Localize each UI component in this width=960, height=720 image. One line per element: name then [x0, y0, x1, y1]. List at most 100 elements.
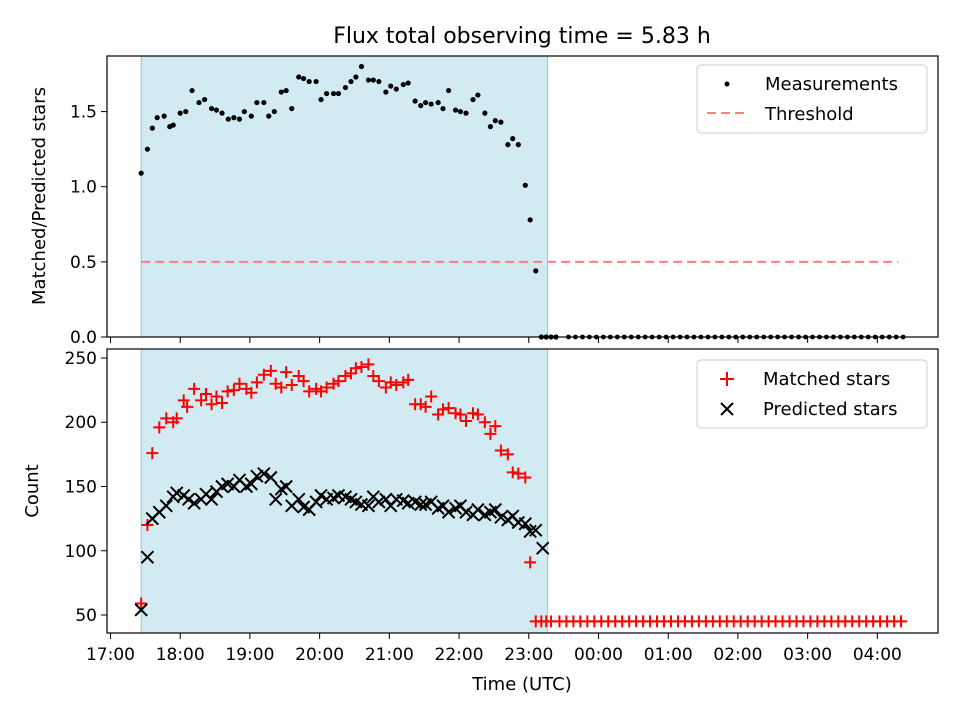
- bottom-y-tick-label: 200: [65, 413, 97, 433]
- predicted-star-point: [529, 523, 543, 537]
- matched-star-point: [297, 375, 310, 388]
- matched-star-point: [419, 400, 432, 413]
- measurement-point: [422, 99, 429, 106]
- measurement-point: [463, 110, 469, 116]
- legend-matched-label: Matched stars: [763, 369, 890, 390]
- chart-title: Flux total observing time = 5.83 h: [333, 24, 711, 49]
- matched-star-point: [205, 398, 218, 411]
- predicted-star-point: [361, 499, 376, 513]
- predicted-star-point: [292, 492, 306, 507]
- measurement-point: [289, 105, 295, 112]
- measurement-point: [241, 108, 247, 115]
- measurement-point: [266, 113, 272, 119]
- measurement-point: [278, 89, 284, 95]
- x-tick-label: 01:00: [644, 645, 693, 665]
- x-tick-label: 20:00: [295, 645, 344, 665]
- predicted-star-point: [494, 510, 508, 525]
- measurement-point: [435, 99, 441, 106]
- x-tick-label: 04:00: [853, 645, 902, 665]
- measurement-point: [219, 110, 225, 116]
- matched-star-point: [199, 387, 212, 400]
- predicted-star-point: [471, 502, 485, 517]
- matched-star-point: [367, 369, 380, 382]
- x-tick-label: 03:00: [783, 645, 832, 665]
- bottom-y-axis-label: Count: [22, 464, 43, 517]
- measurement-point: [370, 77, 376, 83]
- matched-star-point: [285, 378, 298, 391]
- matched-star-point: [275, 381, 288, 394]
- predicted-star-point: [518, 517, 532, 531]
- bottom-panel: 50 100 150 200 250 17:00 18:00 19:00 20:00 21:00…: [22, 348, 939, 695]
- predicted-star-point: [244, 477, 259, 491]
- matched-star-point: [339, 369, 352, 382]
- measurement-point: [248, 113, 254, 119]
- matched-star-point: [484, 427, 497, 440]
- bottom-plot-area: [134, 348, 908, 634]
- measurement-point: [335, 90, 342, 97]
- legend-matched-marker: [720, 372, 734, 386]
- matched-star-point: [303, 385, 316, 398]
- measurement-point: [231, 115, 237, 121]
- predicted-star-point: [269, 492, 283, 507]
- matched-star-point: [195, 394, 208, 407]
- predicted-star-point: [279, 479, 293, 494]
- matched-star-point: [524, 556, 537, 569]
- measurement-point: [452, 107, 459, 113]
- matched-star-point: [362, 358, 375, 371]
- predicted-star-point: [372, 495, 386, 509]
- measurement-point: [400, 81, 406, 88]
- measurement-point: [202, 96, 208, 103]
- top-y-ticks: 0.0 0.5 1.0 1.5: [70, 103, 107, 348]
- predicted-star-point: [459, 505, 473, 519]
- top-plot-area: [138, 55, 906, 340]
- measurement-point: [393, 86, 399, 92]
- measurement-point: [170, 122, 176, 128]
- legend-predicted-label: Predicted stars: [763, 399, 897, 420]
- measurement-point: [418, 102, 424, 109]
- measurement-point: [177, 110, 183, 116]
- predicted-star-point: [441, 505, 456, 519]
- matched-star-point: [349, 362, 362, 375]
- measurement-point: [405, 80, 411, 86]
- x-axis-label: Time (UTC): [471, 674, 572, 695]
- matched-star-point: [320, 381, 333, 394]
- matched-star-point: [221, 385, 234, 398]
- top-y-tick-label: 0.5: [70, 253, 97, 273]
- matched-star-point: [384, 376, 397, 389]
- measurement-point: [154, 115, 160, 121]
- predicted-star-point: [187, 496, 201, 510]
- predicted-star-point: [264, 470, 278, 485]
- predicted-star-point: [170, 486, 184, 500]
- matched-star-point: [146, 447, 159, 460]
- matched-star-point: [250, 376, 263, 389]
- matched-star-point: [153, 421, 166, 434]
- measurement-point: [482, 110, 488, 116]
- measurement-point: [225, 116, 231, 122]
- measurement-point: [358, 63, 365, 70]
- legend-threshold-label: Threshold: [764, 104, 854, 125]
- matched-star-point: [177, 394, 190, 407]
- x-tick-label: 21:00: [365, 645, 414, 665]
- matched-star-point: [170, 412, 183, 425]
- x-tick-label: 19:00: [225, 645, 274, 665]
- measurement-point: [330, 90, 337, 97]
- matched-star-point: [454, 408, 467, 421]
- predicted-star-point: [159, 499, 173, 513]
- matched-star-point: [506, 466, 519, 479]
- top-observing-window: [140, 55, 549, 338]
- measurement-point: [144, 146, 151, 152]
- measurement-point: [376, 78, 382, 85]
- x-tick-label: 02:00: [713, 645, 762, 665]
- measurement-point: [236, 116, 243, 122]
- measurement-point: [183, 108, 189, 115]
- measurement-point: [213, 107, 220, 113]
- measurement-point: [498, 119, 504, 125]
- matched-star-point: [245, 386, 258, 399]
- predicted-star-point: [488, 502, 503, 517]
- measurement-point: [353, 74, 359, 80]
- measurement-point: [296, 74, 302, 80]
- measurement-point: [324, 90, 330, 97]
- measurement-point: [196, 99, 202, 106]
- measurement-point: [475, 92, 481, 98]
- x-tick-label: 17:00: [86, 645, 135, 665]
